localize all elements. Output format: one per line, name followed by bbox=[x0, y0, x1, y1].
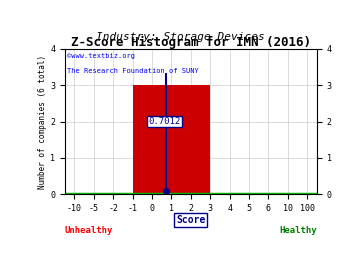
Title: Z-Score Histogram for IMN (2016): Z-Score Histogram for IMN (2016) bbox=[71, 36, 311, 49]
Text: ©www.textbiz.org: ©www.textbiz.org bbox=[67, 53, 135, 59]
Text: Score: Score bbox=[176, 215, 206, 225]
Text: 0.7012: 0.7012 bbox=[149, 117, 181, 126]
Y-axis label: Number of companies (6 total): Number of companies (6 total) bbox=[38, 55, 47, 188]
Bar bbox=[132, 85, 210, 194]
Text: The Research Foundation of SUNY: The Research Foundation of SUNY bbox=[67, 68, 199, 73]
Text: Industry: Storage Devices: Industry: Storage Devices bbox=[96, 32, 264, 42]
Text: Unhealthy: Unhealthy bbox=[65, 227, 113, 235]
Text: Healthy: Healthy bbox=[279, 227, 317, 235]
